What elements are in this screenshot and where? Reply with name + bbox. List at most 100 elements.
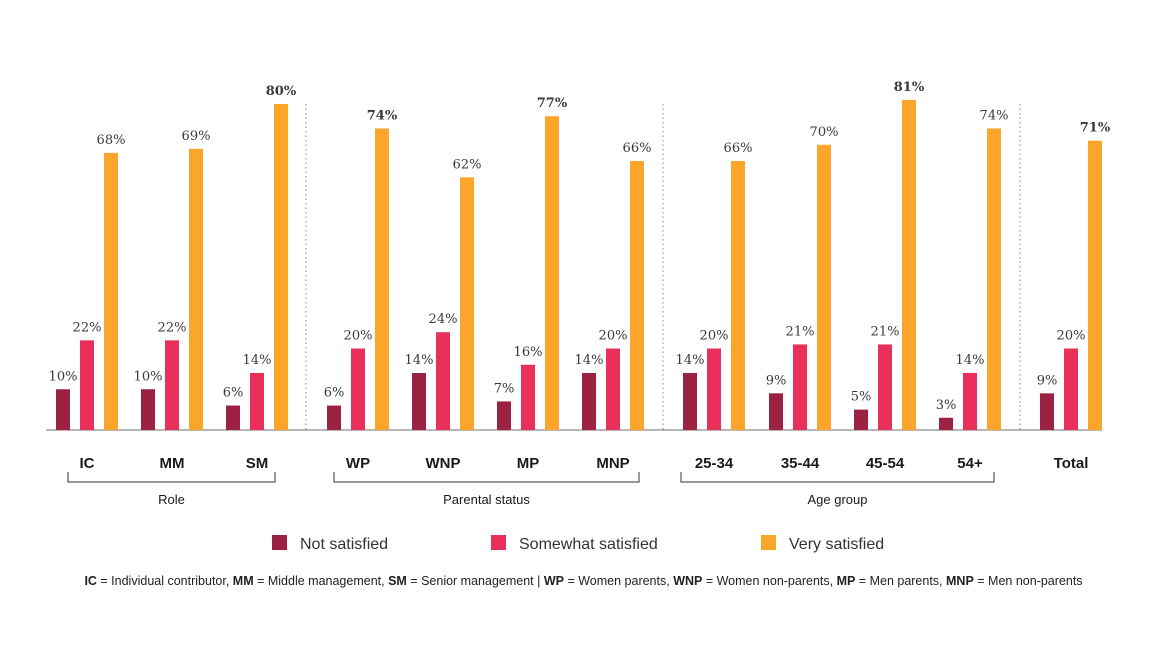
legend-label-not-satisfied: Not satisfied [300,536,388,553]
data-label-very-satisfied-25-34: 66% [724,141,753,156]
data-label-not-satisfied-mnp: 14% [575,353,604,368]
bar-not-satisfied-wnp [412,372,426,430]
bar-very-satisfied-wnp [460,177,474,430]
category-label-sm: SM [246,455,269,472]
footnote-abbr-sm: SM [388,574,407,588]
bar-not-satisfied-mp [497,401,511,430]
footnote-abbr-mm: MM [232,574,254,588]
category-label-25-34: 25-34 [695,455,734,472]
footnote-definition-sm: = Senior management | [406,574,544,588]
data-label-very-satisfied-35-44: 70% [810,125,839,140]
data-label-not-satisfied-54: 3% [936,398,957,413]
data-label-very-satisfied-54: 74% [980,108,1009,123]
category-label-35-44: 35-44 [781,455,820,472]
category-label-total: Total [1054,455,1089,472]
bar-somewhat-satisfied-total [1064,348,1078,430]
bar-not-satisfied-total [1040,393,1054,430]
bar-not-satisfied-25-34 [683,372,697,430]
data-label-not-satisfied-mm: 10% [134,369,163,384]
bar-very-satisfied-54 [987,128,1001,430]
bar-very-satisfied-mnp [630,161,644,431]
legend-label-very-satisfied: Very satisfied [789,536,884,553]
bar-very-satisfied-wp [375,128,389,430]
category-label-wnp: WNP [426,455,461,472]
category-label-mm: MM [160,455,185,472]
group-bracket-role [67,472,276,483]
data-label-somewhat-satisfied-mm: 22% [158,320,187,335]
data-label-very-satisfied-ic: 68% [97,133,126,148]
footnote-definition-wp: = Women parents, [563,574,674,588]
group-bracket-age-group [680,472,995,483]
bar-not-satisfied-mm [141,389,155,430]
data-label-very-satisfied-mm: 69% [182,129,211,144]
bar-very-satisfied-25-34 [731,161,745,431]
bar-somewhat-satisfied-mnp [606,348,620,430]
data-label-very-satisfied-sm: 80% [266,84,297,99]
bar-somewhat-satisfied-25-34 [707,348,721,430]
footnote-definition-mm: = Middle management, [253,574,389,588]
bar-not-satisfied-mnp [582,372,596,430]
data-label-somewhat-satisfied-total: 20% [1057,329,1086,344]
data-label-somewhat-satisfied-25-34: 20% [700,329,729,344]
group-label-parental-status: Parental status [443,492,530,507]
bar-very-satisfied-35-44 [817,144,831,430]
category-label-45-54: 45-54 [866,455,905,472]
bar-very-satisfied-total [1088,140,1102,431]
footnote-definition-mnp: = Men non-parents [973,574,1083,588]
footnote-abbr-mnp: MNP [946,574,974,588]
footnote-abbr-mp: MP [836,574,856,588]
bar-somewhat-satisfied-45-54 [878,344,892,430]
data-label-very-satisfied-wp: 74% [367,108,398,123]
bar-very-satisfied-mm [189,148,203,430]
bar-somewhat-satisfied-wp [351,348,365,430]
group-label-age-group: Age group [808,492,868,507]
data-label-very-satisfied-wnp: 62% [453,157,482,172]
data-label-not-satisfied-wnp: 14% [405,353,434,368]
legend-label-somewhat-satisfied: Somewhat satisfied [519,536,658,553]
data-label-very-satisfied-mnp: 66% [623,141,652,156]
data-label-very-satisfied-45-54: 81% [894,80,925,95]
category-label-54: 54+ [957,455,983,472]
legend-swatch-somewhat-satisfied [491,535,506,550]
data-label-not-satisfied-35-44: 9% [766,373,787,388]
bar-somewhat-satisfied-mm [165,340,179,430]
data-label-not-satisfied-sm: 6% [223,386,244,401]
bar-not-satisfied-wp [327,405,341,430]
group-bracket-parental-status [333,472,640,483]
bar-very-satisfied-ic [104,152,118,430]
data-label-somewhat-satisfied-mnp: 20% [599,329,628,344]
bar-somewhat-satisfied-54 [963,372,977,430]
bar-not-satisfied-54 [939,417,953,430]
data-label-very-satisfied-total: 71% [1080,121,1111,136]
data-label-not-satisfied-total: 9% [1037,373,1058,388]
data-label-somewhat-satisfied-mp: 16% [514,345,543,360]
group-label-role: Role [158,492,185,507]
category-label-mp: MP [517,455,540,472]
data-label-somewhat-satisfied-ic: 22% [73,320,102,335]
footnote-abbr-ic: IC [84,574,97,588]
bar-somewhat-satisfied-mp [521,364,535,430]
bar-very-satisfied-mp [545,116,559,430]
legend-swatch-very-satisfied [761,535,776,550]
bar-not-satisfied-45-54 [854,409,868,430]
data-label-somewhat-satisfied-sm: 14% [243,353,272,368]
data-label-not-satisfied-ic: 10% [49,369,78,384]
footnote-abbr-wp: WP [543,574,564,588]
category-label-mnp: MNP [596,455,629,472]
bar-somewhat-satisfied-wnp [436,332,450,430]
data-label-somewhat-satisfied-54: 14% [956,353,985,368]
bar-very-satisfied-45-54 [902,99,916,431]
bar-not-satisfied-35-44 [769,393,783,430]
data-label-somewhat-satisfied-45-54: 21% [871,324,900,339]
data-label-very-satisfied-mp: 77% [537,96,568,111]
bar-somewhat-satisfied-35-44 [793,344,807,430]
data-label-not-satisfied-mp: 7% [494,381,515,396]
bar-very-satisfied-sm [274,104,288,430]
footnote-definition-mp: = Men parents, [855,574,947,588]
bar-not-satisfied-ic [56,389,70,430]
footnote-definition-ic: = Individual contributor, [96,574,233,588]
data-label-somewhat-satisfied-wnp: 24% [429,312,458,327]
bar-not-satisfied-sm [226,405,240,430]
data-label-somewhat-satisfied-35-44: 21% [786,324,815,339]
